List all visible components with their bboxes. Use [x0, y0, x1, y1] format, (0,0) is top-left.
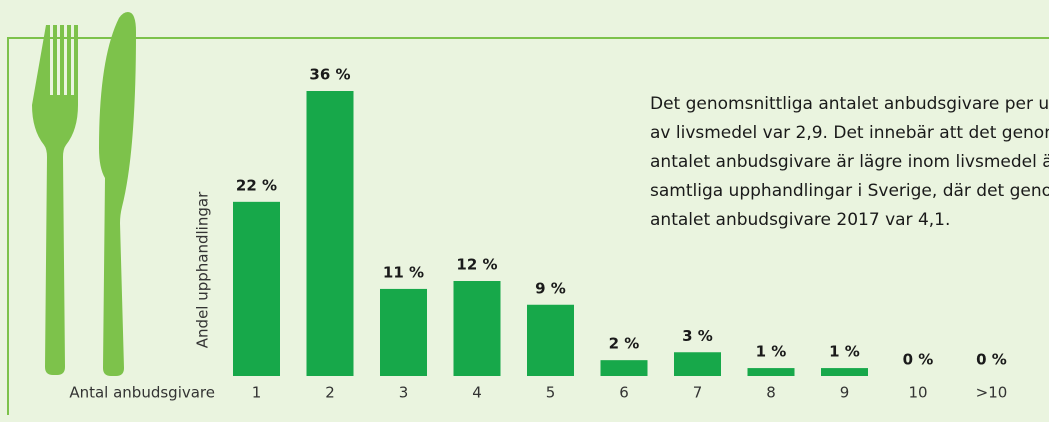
- annotation-line: samtliga upphandlingar i Sverige, där de…: [650, 181, 1049, 201]
- frame: [7, 37, 1049, 415]
- value-label: 2 %: [609, 335, 640, 353]
- value-label: 22 %: [236, 176, 277, 194]
- x-tick-label: 1: [252, 384, 262, 402]
- bar: [306, 91, 354, 376]
- y-axis-label: Andel upphandlingar: [194, 191, 212, 348]
- annotation-line: Det genomsnittliga antalet anbudsgivare …: [650, 94, 1049, 114]
- annotation: Det genomsnittliga antalet anbudsgivare …: [650, 94, 1049, 230]
- x-tick-label: 9: [840, 384, 850, 402]
- x-tick-label: 2: [325, 384, 335, 402]
- knife: [99, 12, 136, 376]
- x-tick-label: 3: [399, 384, 409, 402]
- value-label: 3 %: [682, 327, 713, 345]
- value-label: 11 %: [383, 263, 424, 281]
- annotation-line: antalet anbudsgivare är lägre inom livsm…: [650, 152, 1049, 172]
- annotation-line: av livsmedel var 2,9. Det innebär att de…: [650, 123, 1049, 143]
- value-label: 1 %: [829, 343, 860, 361]
- x-axis-label: Antal anbudsgivare: [69, 384, 215, 402]
- bar: [821, 368, 868, 376]
- value-label: 0 %: [903, 351, 934, 369]
- value-label: 0 %: [976, 351, 1007, 369]
- x-tick-label: 5: [546, 384, 556, 402]
- x-tick-label: 8: [766, 384, 776, 402]
- bar: [600, 360, 648, 376]
- bar: [527, 304, 574, 376]
- cutlery-icon: [32, 12, 136, 376]
- value-label: 9 %: [535, 279, 566, 297]
- value-label: 12 %: [456, 256, 497, 274]
- bar: [380, 288, 427, 376]
- bar: [674, 352, 721, 376]
- fork: [32, 25, 78, 375]
- x-tick-label: >10: [976, 384, 1008, 402]
- bar: [233, 201, 280, 376]
- x-tick-label: 4: [472, 384, 482, 402]
- value-label: 36 %: [309, 66, 350, 84]
- bar: [453, 281, 501, 376]
- bar: [747, 368, 795, 376]
- x-tick-label: 6: [619, 384, 629, 402]
- annotation-line: antalet anbudsgivare 2017 var 4,1.: [650, 210, 950, 230]
- x-tick-label: 7: [693, 384, 703, 402]
- value-label: 1 %: [756, 343, 787, 361]
- x-tick-label: 10: [908, 384, 927, 402]
